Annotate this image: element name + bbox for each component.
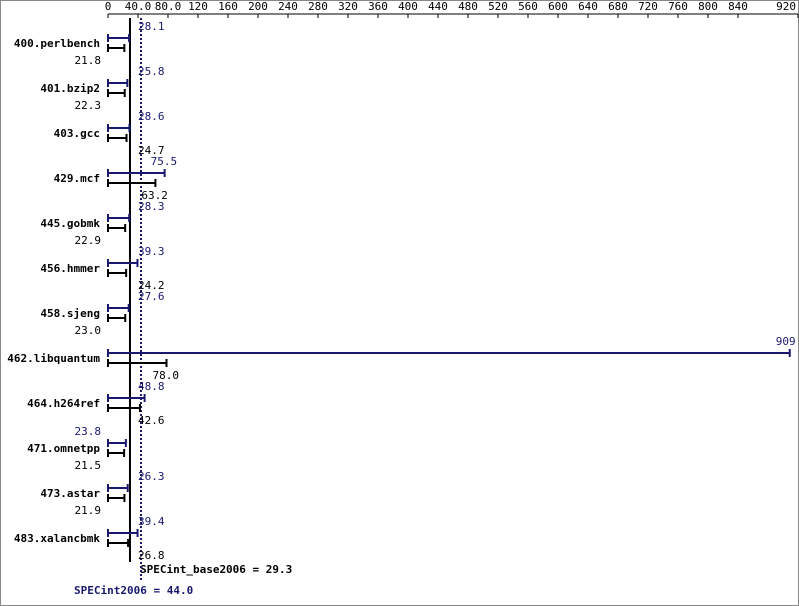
x-tick-label: 120	[188, 0, 208, 13]
x-tick-label: 240	[278, 0, 298, 13]
value-label: 28.1	[138, 20, 165, 33]
x-tick-label: 680	[608, 0, 628, 13]
category-label: 458.sjeng	[40, 307, 100, 320]
x-tick-label: 400	[398, 0, 418, 13]
bar	[107, 134, 128, 142]
bar	[107, 259, 139, 267]
category-label: 400.perlbench	[14, 37, 100, 50]
category-label: 464.h264ref	[27, 397, 100, 410]
category-label: 462.libquantum	[7, 352, 100, 365]
bar	[107, 349, 791, 357]
x-tick-label: 40.0	[125, 0, 152, 13]
value-label: 23.0	[75, 324, 102, 337]
value-label: 42.6	[138, 414, 165, 427]
bar	[107, 34, 131, 42]
x-tick-label: 320	[338, 0, 358, 13]
bar	[107, 494, 126, 502]
category-label: 429.mcf	[54, 172, 100, 185]
bar	[107, 214, 131, 222]
value-label: 48.8	[138, 380, 165, 393]
value-label: 39.4	[138, 515, 165, 528]
x-tick-label: 760	[668, 0, 688, 13]
bar	[107, 79, 129, 87]
x-tick-label: 600	[548, 0, 568, 13]
value-label: 26.8	[138, 549, 165, 562]
value-label: 21.5	[75, 459, 102, 472]
category-label: 403.gcc	[54, 127, 100, 140]
bar	[107, 169, 166, 177]
x-tick-label: 200	[248, 0, 268, 13]
bar	[107, 314, 127, 322]
reference-label: SPECint2006 = 44.0	[74, 584, 193, 597]
value-label: 23.8	[75, 425, 102, 438]
bar	[107, 439, 127, 447]
bar	[107, 179, 157, 187]
x-tick-label: 440	[428, 0, 448, 13]
value-label: 21.8	[75, 54, 102, 67]
bar	[107, 44, 126, 52]
bar	[107, 404, 141, 412]
bar	[107, 394, 146, 402]
value-label: 24.2	[138, 279, 165, 292]
bar	[107, 89, 126, 97]
value-label: 78.0	[153, 369, 180, 382]
x-tick-label: 480	[458, 0, 478, 13]
x-tick-label: 80.0	[155, 0, 182, 13]
x-tick-label: 640	[578, 0, 598, 13]
category-label: 473.astar	[40, 487, 100, 500]
value-label: 909	[776, 335, 796, 348]
x-tick-label: 280	[308, 0, 328, 13]
x-tick-label: 840	[728, 0, 748, 13]
x-tick-label: 360	[368, 0, 388, 13]
bar	[107, 304, 130, 312]
bar	[107, 224, 127, 232]
category-label: 471.omnetpp	[27, 442, 100, 455]
bar	[107, 449, 126, 457]
value-label: 75.5	[151, 155, 178, 168]
category-label: 456.hmmer	[40, 262, 100, 275]
value-label: 22.3	[75, 99, 102, 112]
value-label: 28.6	[138, 110, 165, 123]
bar	[107, 269, 128, 277]
value-label: 25.8	[138, 65, 165, 78]
x-tick-label: 520	[488, 0, 508, 13]
bar	[107, 484, 129, 492]
value-label: 39.3	[138, 245, 165, 258]
value-label: 63.2	[141, 189, 168, 202]
bar	[107, 539, 130, 547]
category-label: 401.bzip2	[40, 82, 100, 95]
bar	[107, 359, 168, 367]
value-label: 26.3	[138, 470, 165, 483]
bar	[107, 529, 139, 537]
category-label: 483.xalancbmk	[14, 532, 100, 545]
value-label: 27.6	[138, 290, 165, 303]
value-label: 28.3	[138, 200, 165, 213]
x-tick-label: 160	[218, 0, 238, 13]
x-tick-label: 800	[698, 0, 718, 13]
x-tick-label: 920	[776, 0, 796, 13]
reference-label: SPECint_base2006 = 29.3	[140, 563, 292, 576]
value-label: 24.7	[138, 144, 165, 157]
value-label: 21.9	[75, 504, 102, 517]
x-tick-label: 720	[638, 0, 658, 13]
value-label: 22.9	[75, 234, 102, 247]
x-tick-label: 0	[105, 0, 112, 13]
category-label: 445.gobmk	[40, 217, 100, 230]
x-tick-label: 560	[518, 0, 538, 13]
bar	[107, 124, 131, 132]
